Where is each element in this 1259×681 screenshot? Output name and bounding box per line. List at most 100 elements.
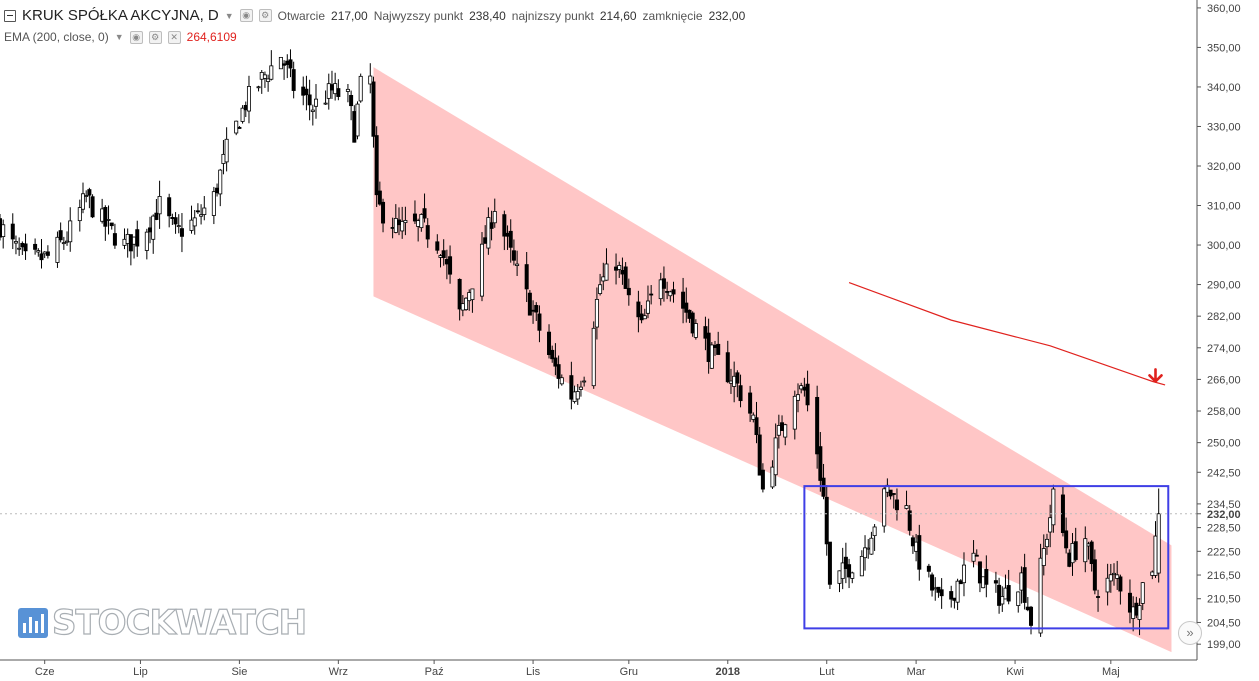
candle-body — [757, 434, 762, 476]
candle — [837, 570, 842, 593]
candle-body — [904, 505, 909, 509]
candle-body — [106, 219, 111, 221]
candle-body — [578, 386, 583, 390]
candle-body — [1089, 541, 1094, 565]
candle-body — [323, 102, 328, 105]
candle-body — [211, 191, 216, 216]
candle — [179, 213, 184, 253]
y-tick-label: 330,00 — [1207, 121, 1241, 133]
candle — [23, 233, 28, 260]
candle — [419, 213, 424, 232]
candle — [693, 319, 698, 340]
candle-body — [470, 288, 475, 301]
close-label: zamknięcie — [642, 8, 703, 23]
candle — [537, 305, 542, 343]
candle — [221, 139, 226, 175]
candle-body — [1044, 538, 1049, 548]
candle — [90, 194, 95, 219]
candle-body — [859, 555, 864, 577]
candle-body — [981, 576, 986, 589]
candle — [1156, 488, 1161, 583]
candle-body — [550, 349, 555, 360]
candle — [240, 105, 245, 124]
candle-body — [824, 496, 829, 545]
scroll-to-realtime-button[interactable]: » — [1178, 621, 1202, 645]
y-tick-label: 232,00 — [1207, 509, 1241, 521]
candle-body — [1006, 585, 1011, 602]
candle — [760, 463, 765, 493]
candle-body — [569, 375, 574, 400]
eye-icon[interactable]: ◉ — [239, 9, 253, 22]
candle-body — [1000, 596, 1005, 605]
candle — [958, 579, 963, 585]
candle-body — [776, 425, 781, 436]
candle-body — [847, 564, 852, 578]
candle — [457, 278, 462, 321]
candle-body — [917, 535, 922, 570]
candle-body — [760, 469, 765, 490]
candle — [578, 380, 583, 397]
ema-label[interactable]: EMA (200, close, 0) — [4, 30, 109, 44]
candle-body — [170, 217, 175, 219]
candle — [725, 340, 730, 384]
candle-body — [125, 233, 130, 244]
chevron-down-icon[interactable]: ▼ — [114, 32, 124, 42]
candle — [917, 524, 922, 581]
candle-body — [949, 591, 954, 600]
symbol-title[interactable]: KRUK SPÓŁKA AKCYJNA, D — [22, 7, 219, 24]
candle — [891, 493, 896, 509]
candle-body — [45, 251, 50, 256]
candle-body — [176, 225, 181, 228]
candle-body — [42, 251, 47, 255]
candle — [993, 571, 998, 593]
candle-body — [58, 230, 63, 241]
candle-body — [780, 422, 785, 431]
candle — [894, 488, 899, 521]
chevron-down-icon[interactable]: ▼ — [224, 10, 234, 21]
candle — [748, 385, 753, 422]
candle-body — [974, 554, 979, 557]
candle — [435, 234, 440, 254]
y-tick-label: 340,00 — [1207, 82, 1241, 94]
candle-body — [467, 292, 472, 302]
close-icon[interactable]: ✕ — [167, 30, 181, 44]
candle — [1000, 586, 1005, 612]
candle-body — [202, 207, 207, 215]
candle — [492, 198, 497, 228]
candle-body — [802, 386, 807, 391]
candle — [591, 321, 596, 389]
candle-body — [310, 109, 315, 112]
candle-body — [492, 211, 497, 224]
candle — [690, 311, 695, 337]
candle-body — [17, 247, 22, 250]
settings-icon[interactable]: ⚙ — [148, 30, 162, 44]
candle — [61, 236, 66, 250]
candle-body — [259, 72, 264, 80]
candle-body — [693, 323, 698, 338]
candle-body — [36, 250, 41, 253]
y-tick-label: 216,50 — [1207, 570, 1241, 582]
candle — [955, 578, 960, 611]
eye-icon[interactable]: ◉ — [129, 30, 143, 44]
candle — [882, 486, 887, 533]
candle-body — [448, 256, 453, 275]
candle — [17, 237, 22, 256]
candle-body — [215, 187, 220, 194]
collapse-legend-icon[interactable] — [4, 9, 16, 22]
candle-body — [419, 214, 424, 229]
y-tick-label: 210,50 — [1207, 594, 1241, 606]
candle-body — [799, 385, 804, 390]
candle-body — [400, 221, 405, 232]
candle — [1083, 526, 1088, 573]
candle-body — [840, 562, 845, 579]
candle — [358, 73, 363, 103]
candle — [684, 287, 689, 323]
settings-icon[interactable]: ⚙ — [258, 9, 272, 22]
candle — [1140, 582, 1145, 611]
candle-body — [888, 489, 893, 497]
candle-body — [77, 207, 82, 222]
candle — [751, 412, 756, 423]
candle-body — [1156, 513, 1161, 574]
candle-body — [1153, 535, 1158, 576]
